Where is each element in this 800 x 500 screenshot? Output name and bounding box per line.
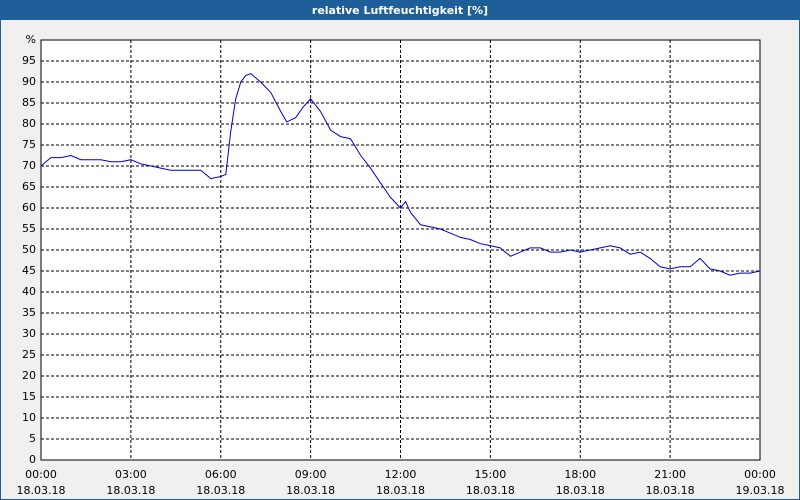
y-tick-label: 35 <box>22 306 36 319</box>
x-tick-label: 21:00 <box>654 468 686 481</box>
y-tick-label: 85 <box>22 96 36 109</box>
x-tick-label: 03:00 <box>115 468 147 481</box>
x-tick-date: 18.03.18 <box>376 484 425 497</box>
x-tick-date: 19.03.18 <box>736 484 785 497</box>
x-tick-date: 18.03.18 <box>286 484 335 497</box>
y-tick-label: 10 <box>22 411 36 424</box>
y-tick-label: 40 <box>22 285 36 298</box>
x-tick-label: 09:00 <box>295 468 327 481</box>
x-tick-date: 18.03.18 <box>466 484 515 497</box>
x-tick-label: 00:00 <box>744 468 776 481</box>
chart-title: relative Luftfeuchtigkeit [%] <box>312 4 488 17</box>
y-tick-label: 0 <box>29 453 36 466</box>
x-tick-label: 18:00 <box>564 468 596 481</box>
y-tick-label: 60 <box>22 201 36 214</box>
y-tick-label: 90 <box>22 75 36 88</box>
x-tick-date: 18.03.18 <box>556 484 605 497</box>
y-tick-label: 5 <box>29 432 36 445</box>
x-tick-label: 12:00 <box>385 468 417 481</box>
y-tick-label: 55 <box>22 222 36 235</box>
x-tick-label: 06:00 <box>205 468 237 481</box>
y-tick-label: 15 <box>22 390 36 403</box>
y-tick-label: 20 <box>22 369 36 382</box>
plot-border <box>40 39 761 461</box>
y-tick-label: % <box>26 33 36 46</box>
y-tick-label: 25 <box>22 348 36 361</box>
x-tick-label: 00:00 <box>25 468 57 481</box>
data-line <box>40 73 761 276</box>
y-tick-label: 95 <box>22 54 36 67</box>
y-tick-label: 65 <box>22 180 36 193</box>
x-tick-date: 18.03.18 <box>106 484 155 497</box>
y-tick-label: 45 <box>22 264 36 277</box>
x-tick-date: 18.03.18 <box>17 484 66 497</box>
y-tick-label: 80 <box>22 117 36 130</box>
title-bar <box>0 0 800 20</box>
y-tick-label: 30 <box>22 327 36 340</box>
x-tick-date: 18.03.18 <box>196 484 245 497</box>
y-tick-label: 50 <box>22 243 36 256</box>
y-tick-label: 70 <box>22 159 36 172</box>
y-tick-label: 75 <box>22 138 36 151</box>
x-tick-label: 15:00 <box>475 468 507 481</box>
x-tick-date: 18.03.18 <box>646 484 695 497</box>
